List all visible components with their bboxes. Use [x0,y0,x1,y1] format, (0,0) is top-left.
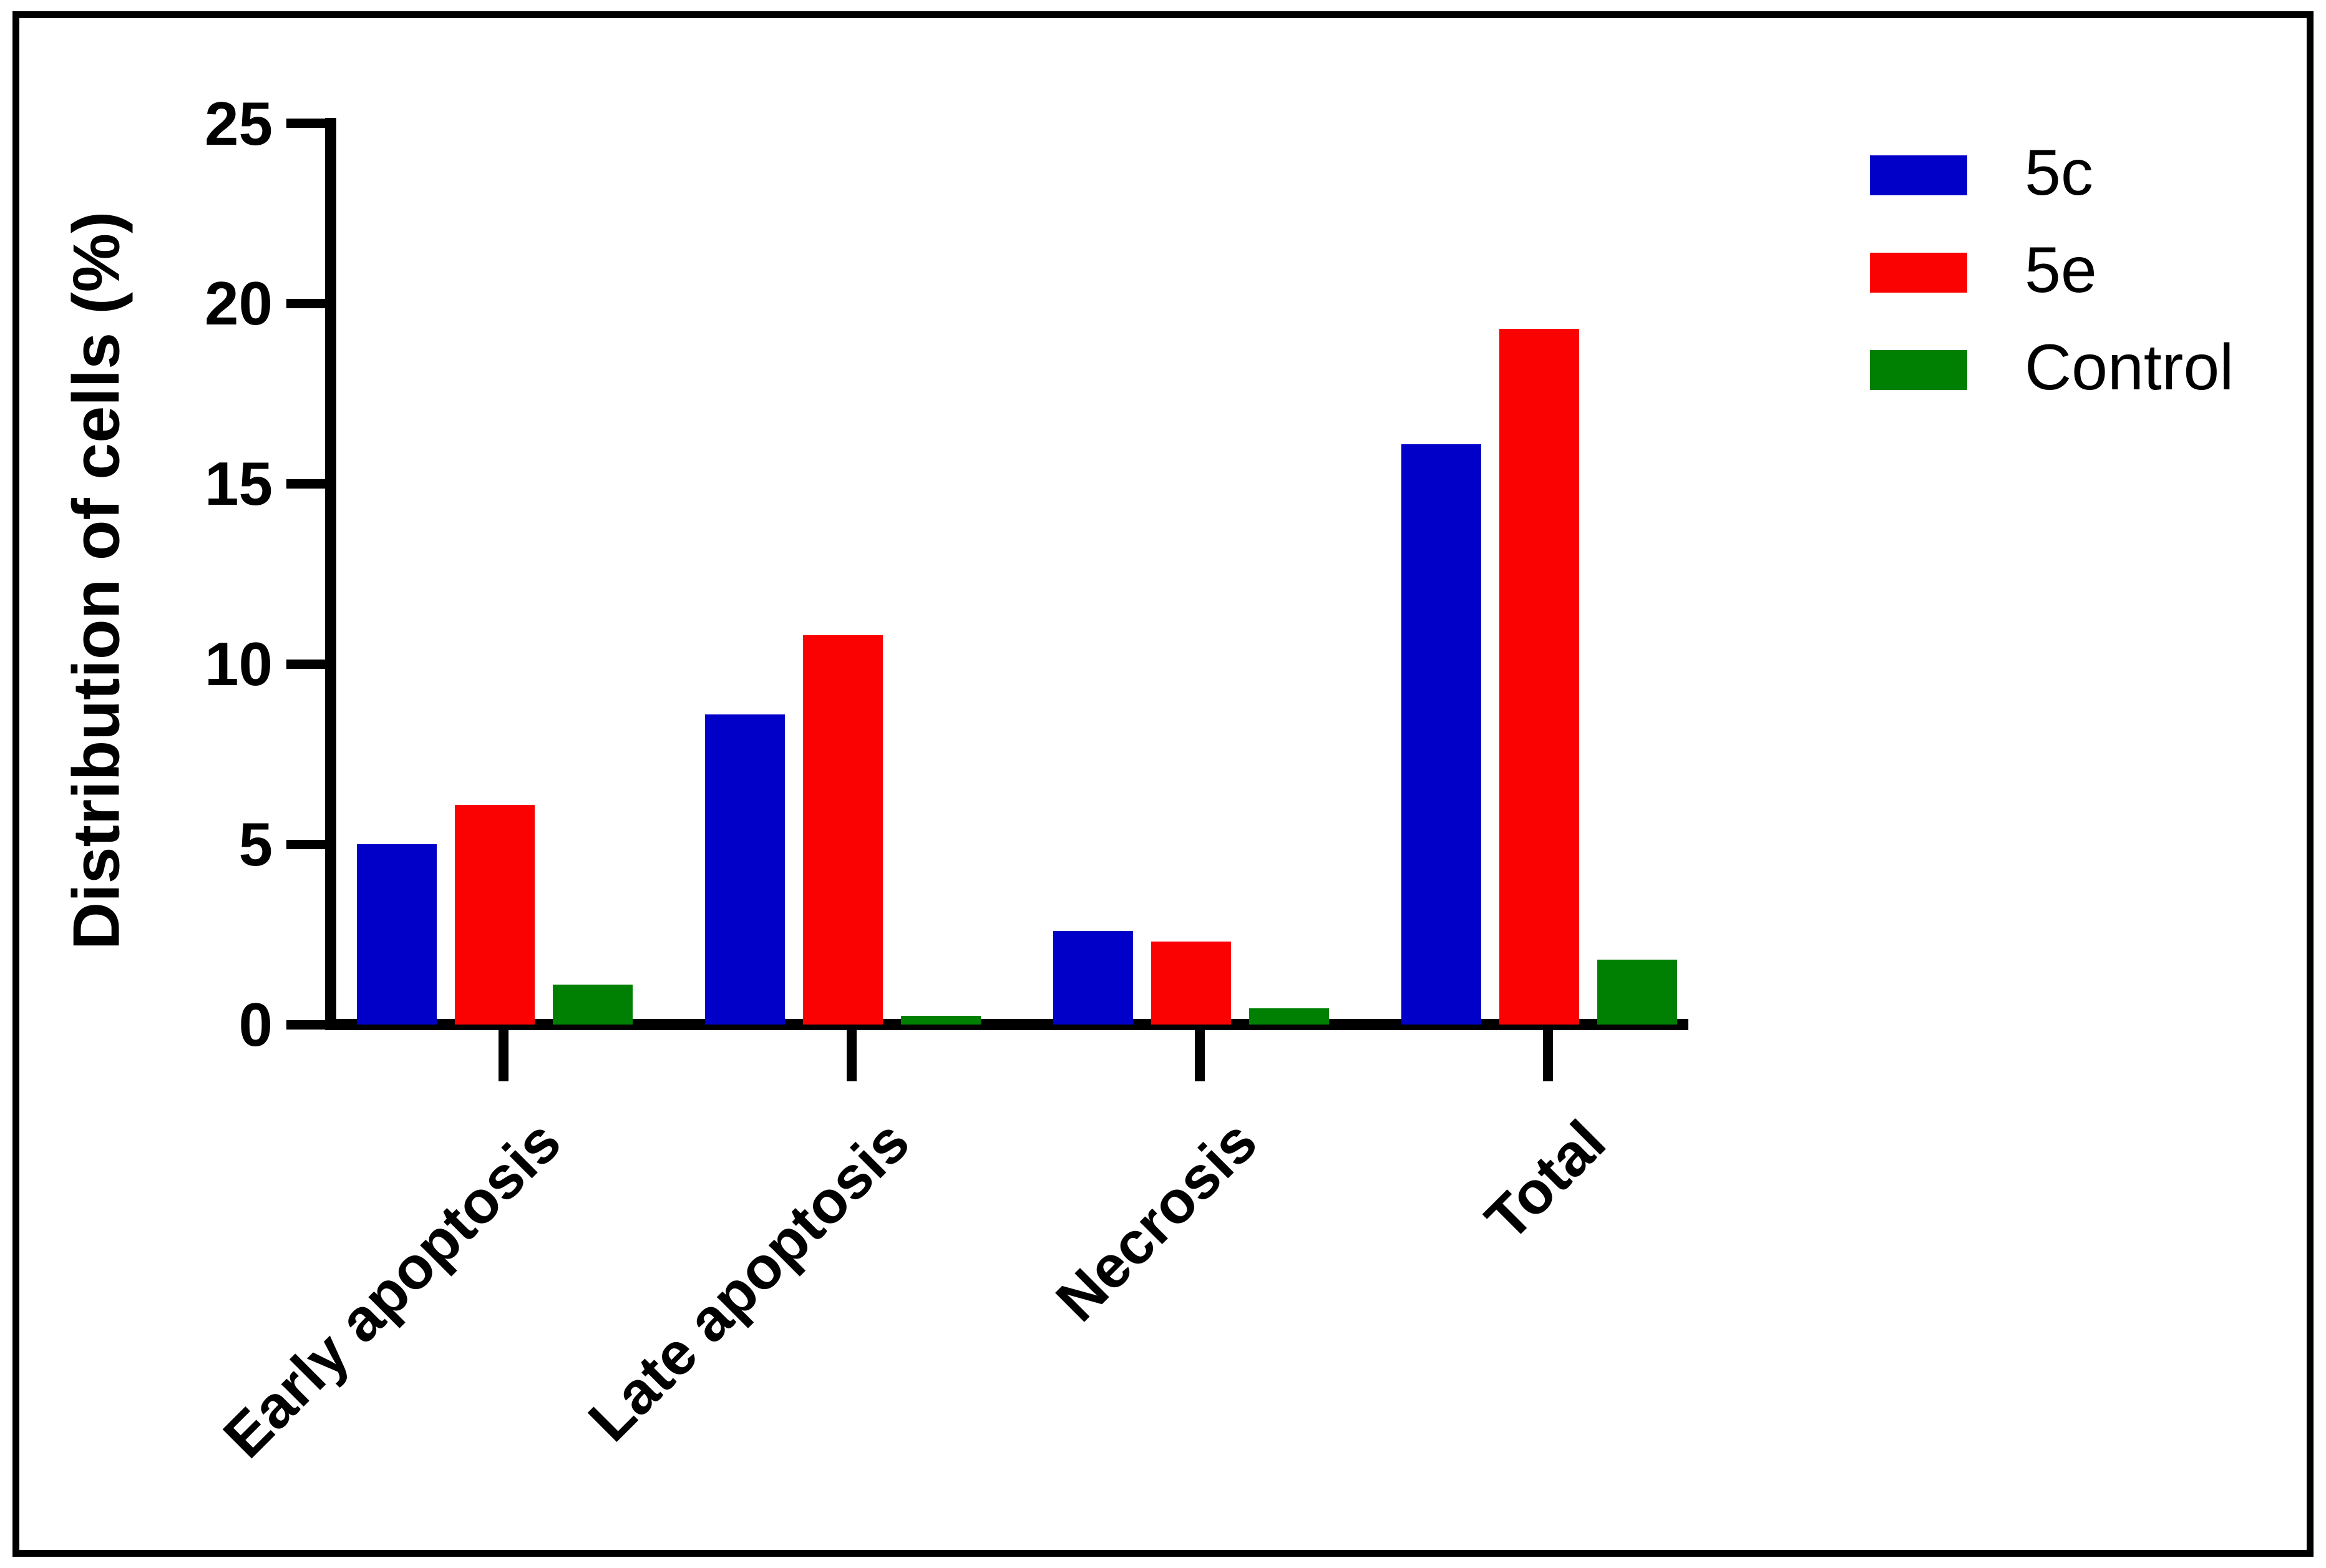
y-tick-label: 15 [204,449,273,519]
bar-early-apoptosis-control [553,985,633,1025]
y-tick-label: 20 [204,269,273,338]
x-axis-tick [847,1030,857,1081]
x-axis-tick [499,1030,509,1081]
bar-necrosis-control [1249,1008,1329,1025]
x-axis-tick [1195,1030,1205,1081]
legend-label-control: Control [2025,331,2234,404]
bar-necrosis-5e [1151,942,1231,1025]
x-axis-tick [1543,1030,1553,1081]
bar-total-5e [1499,328,1579,1025]
legend-swatch-5c [1870,155,1967,195]
bar-late-apoptosis-5e [803,635,883,1025]
legend-label-5e: 5e [2025,233,2097,306]
y-tick-label: 5 [238,810,273,879]
bar-late-apoptosis-control [901,1015,981,1025]
bar-late-apoptosis-5c [705,714,785,1025]
y-axis-tick [286,119,325,128]
bar-total-control [1597,959,1677,1025]
bar-early-apoptosis-5e [455,804,535,1025]
y-axis-tick [286,659,325,669]
legend-label-5c: 5c [2025,136,2093,209]
bar-early-apoptosis-5c [357,844,437,1025]
legend-swatch-control [1870,350,1967,390]
y-axis-tick [286,298,325,308]
y-tick-label: 10 [204,630,273,699]
y-axis-tick [286,479,325,489]
figure-border [12,11,2314,1557]
bar-total-5c [1401,444,1481,1025]
y-tick-label: 0 [238,990,273,1059]
y-axis-tick [286,839,325,849]
x-axis-baseline [325,1019,1688,1030]
y-axis-tick [286,1020,325,1030]
y-tick-label: 25 [204,89,273,158]
y-axis-line [325,117,336,1030]
bar-necrosis-5c [1053,930,1133,1025]
legend-swatch-5e [1870,253,1967,293]
